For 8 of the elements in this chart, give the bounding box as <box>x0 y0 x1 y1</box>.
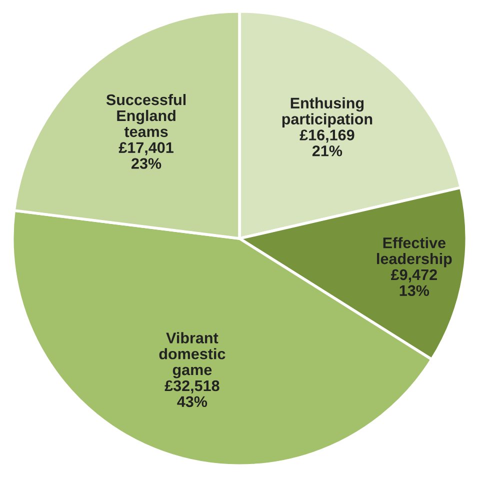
data-label: £32,518 43% <box>164 380 220 408</box>
data-label: £16,169 21% <box>300 130 354 156</box>
slice-label: Effective leadership <box>377 237 452 268</box>
slice-label: Enthusing participation <box>282 97 372 128</box>
data-label: £17,401 23% <box>118 142 174 169</box>
slice-label: Vibrant domestic game <box>159 332 226 378</box>
data-label: £9,472 13% <box>390 269 437 296</box>
slice-label: Successful England teams <box>106 94 186 138</box>
